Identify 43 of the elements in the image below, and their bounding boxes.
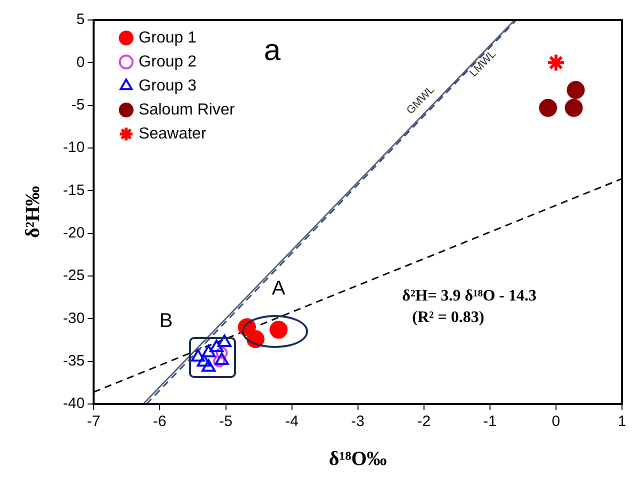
legend-label: Saloum River: [138, 101, 236, 118]
point: [209, 340, 224, 352]
x-tick-label: -2: [417, 413, 431, 430]
y-tick-label: 5: [76, 11, 85, 28]
annotation: B: [159, 310, 173, 332]
annotation: (R² = 0.83): [412, 309, 484, 326]
y-tick-label: -40: [62, 395, 85, 412]
y-tick-label: -20: [62, 224, 85, 242]
annotation: A: [272, 277, 286, 300]
y-axis-title: δ²H‰: [22, 186, 44, 238]
x-tick-label: -3: [351, 413, 365, 430]
point: [196, 354, 212, 367]
annotation: a: [264, 34, 281, 68]
annotation: δ²H= 3.9 δ¹⁸O - 14.3: [402, 288, 536, 305]
point: [213, 355, 226, 368]
point: [202, 359, 216, 372]
point: [214, 352, 229, 365]
y-tick-label: -35: [62, 352, 85, 370]
point: [564, 98, 583, 117]
point: [216, 346, 228, 359]
legend-label: Seawater: [138, 125, 207, 142]
y-tick-label: 0: [76, 54, 85, 71]
x-tick-label: -6: [153, 413, 166, 430]
x-tick-label: -7: [87, 413, 100, 430]
x-axis-title: δ¹⁸O‰: [328, 448, 387, 470]
y-tick-label: -25: [62, 267, 85, 284]
y-tick-label: -10: [62, 139, 85, 156]
point: [566, 80, 585, 99]
x-tick-label: -1: [483, 413, 497, 430]
legend-label: Group 3: [138, 77, 197, 94]
y-tick-label: -5: [71, 96, 85, 114]
y-tick-label: -15: [62, 182, 85, 199]
legend-label: Group 2: [138, 53, 197, 70]
x-tick-label: 1: [618, 413, 626, 430]
x-tick-label: 0: [552, 413, 560, 430]
x-tick-label: -4: [285, 413, 298, 430]
point: [190, 349, 206, 362]
y-tick-label: -30: [62, 310, 85, 327]
point: [546, 53, 566, 72]
legend-label: Group 1: [138, 29, 197, 46]
x-tick-label: -5: [219, 413, 232, 430]
point: [217, 334, 232, 348]
point: [539, 98, 558, 117]
